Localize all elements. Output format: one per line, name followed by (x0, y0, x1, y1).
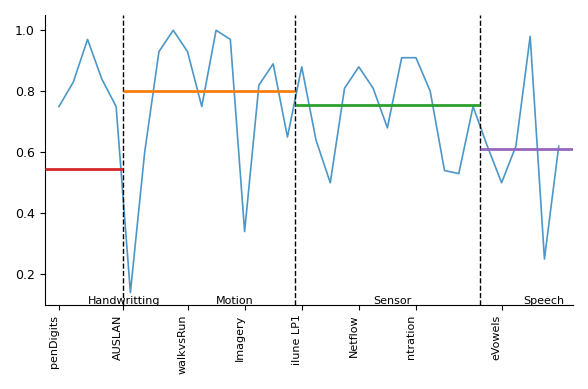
Text: Speech: Speech (523, 296, 564, 306)
Text: Motion: Motion (216, 296, 254, 306)
Text: Sensor: Sensor (373, 296, 412, 306)
Text: Handwritting: Handwritting (88, 296, 160, 306)
